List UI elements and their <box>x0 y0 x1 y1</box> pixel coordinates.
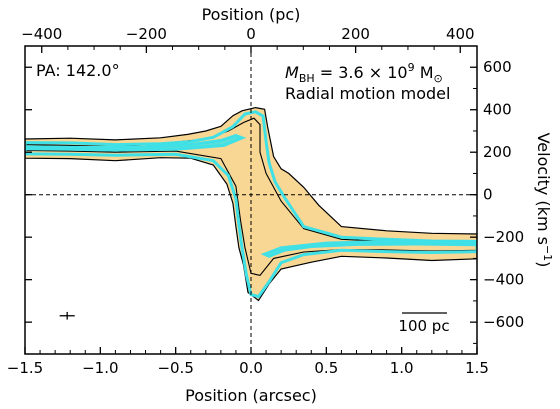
top-tick-label: −200 <box>126 25 167 43</box>
top-axis-label: Position (pc) <box>202 5 301 24</box>
x-axis-ticks: −1.5 −1.0 −0.5 0.0 0.5 1.0 1.5 <box>7 347 489 377</box>
y-tick-label: −200 <box>483 228 524 246</box>
scale-bar-label: 100 pc <box>398 317 449 335</box>
y-axis-ticks: −600 −400 −200 0 200 400 600 <box>470 45 524 344</box>
top-tick-label: −400 <box>21 25 62 43</box>
pa-annotation: PA: 142.0° <box>36 61 120 80</box>
y-tick-label: 200 <box>483 143 512 161</box>
x-tick-label: 0.5 <box>314 359 338 377</box>
mbh-subscript: BH <box>299 72 315 85</box>
x-tick-label: −1.0 <box>82 359 118 377</box>
data-contour-inner <box>25 117 477 277</box>
y-axis-label-close: ) <box>534 261 553 267</box>
x-tick-label: 1.0 <box>390 359 414 377</box>
y-tick-label: 400 <box>483 101 512 119</box>
error-bar <box>59 311 75 320</box>
top-axis-ticks: −400 −200 0 200 400 <box>21 25 475 53</box>
mbh-unit: M <box>415 63 434 82</box>
data-layer <box>25 106 477 302</box>
mbh-unit-sub: ⊙ <box>434 72 443 85</box>
y-tick-label: 0 <box>483 186 493 204</box>
mbh-annotation: MBH = 3.6 × 109 M⊙ <box>285 61 443 85</box>
x-tick-label: −0.5 <box>157 359 193 377</box>
model-contour-inner-approaching <box>25 134 247 152</box>
x-tick-label: −1.5 <box>7 359 43 377</box>
y-axis-label-sup: −1 <box>541 245 554 261</box>
y-axis-label: Velocity (km s−1) <box>534 133 554 268</box>
top-tick-label: 200 <box>341 25 370 43</box>
y-axis-label-main: Velocity (km s <box>534 133 553 245</box>
model-annotation: Radial motion model <box>285 84 450 103</box>
x-tick-label: 1.5 <box>465 359 489 377</box>
left-axis-ticks <box>25 66 32 323</box>
y-tick-label: 600 <box>483 58 512 76</box>
x-axis-label: Position (arcsec) <box>185 386 317 405</box>
mbh-value: = 3.6 × 10 <box>315 63 408 82</box>
top-tick-label: 0 <box>246 25 256 43</box>
model-contour-outer <box>25 110 477 299</box>
mbh-symbol: M <box>285 63 299 82</box>
mbh-exponent: 9 <box>408 61 415 74</box>
x-tick-label: 0.0 <box>239 359 263 377</box>
y-tick-label: −600 <box>483 313 524 331</box>
top-tick-label: 400 <box>446 25 475 43</box>
y-tick-label: −400 <box>483 271 524 289</box>
model-contour-inner-receding <box>260 239 477 258</box>
